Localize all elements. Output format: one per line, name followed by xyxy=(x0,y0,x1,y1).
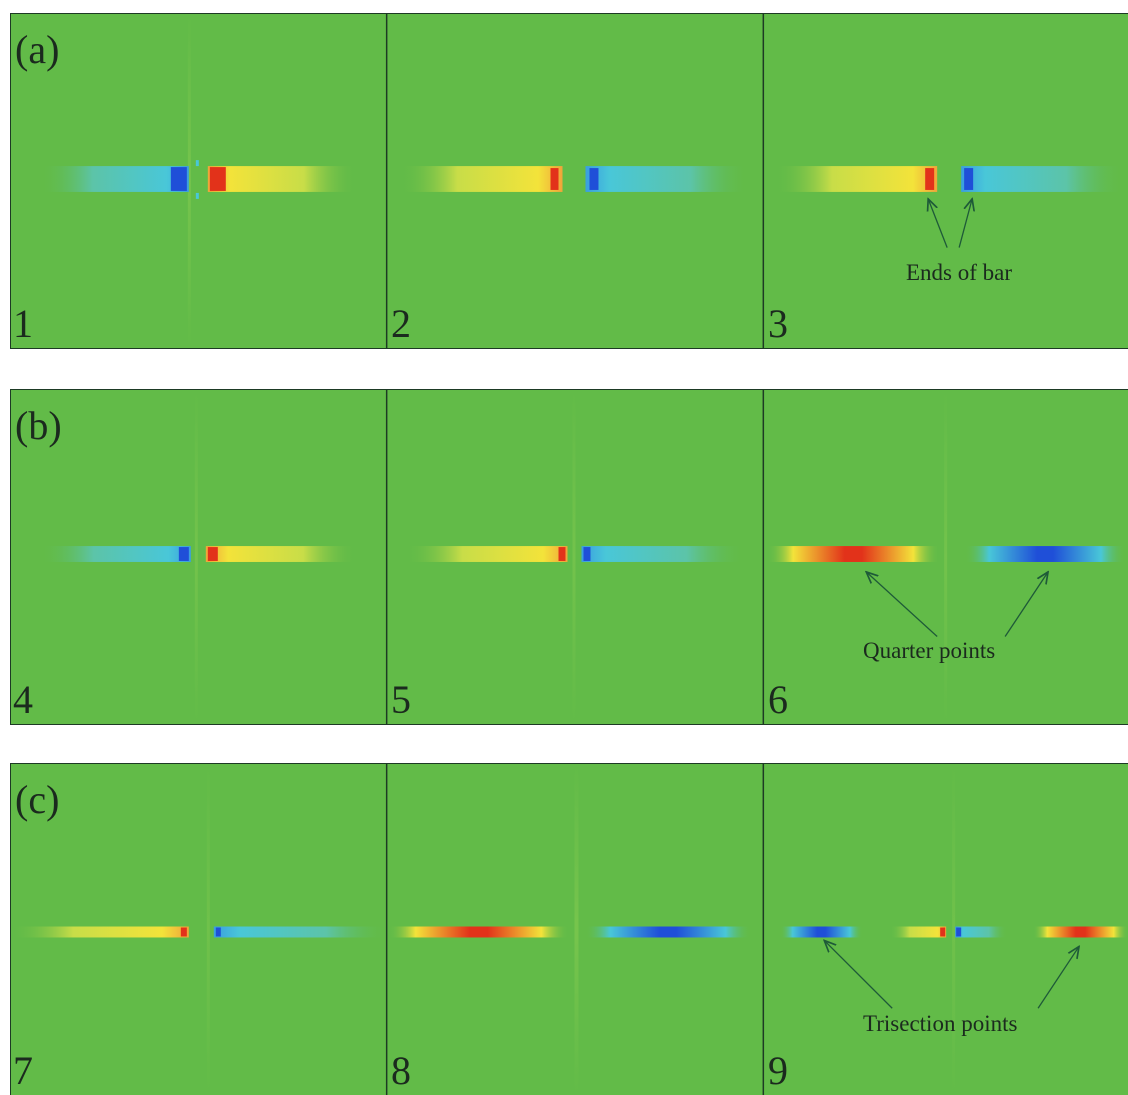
panel-row-c: (c) 7 8 9 Trisection points xyxy=(10,763,1128,1095)
row-label-c: (c) xyxy=(15,777,60,822)
field-plot-row-b xyxy=(11,390,1128,724)
row-label-b: (b) xyxy=(15,403,62,448)
panel-row-b: (b) 4 5 6 Quarter points xyxy=(10,389,1128,725)
panel-number-3: 3 xyxy=(768,301,788,346)
panel-number-7: 7 xyxy=(13,1048,33,1093)
panel-number-2: 2 xyxy=(391,301,411,346)
panel-number-1: 1 xyxy=(13,301,33,346)
panel-number-9: 9 xyxy=(768,1048,788,1093)
panel-number-4: 4 xyxy=(13,677,33,722)
field-plot-row-c xyxy=(11,764,1128,1095)
annotation-quarter-points: Quarter points xyxy=(863,638,996,663)
annotation-ends-of-bar: Ends of bar xyxy=(906,260,1013,285)
panel-number-5: 5 xyxy=(391,677,411,722)
panel-number-6: 6 xyxy=(768,677,788,722)
panel-number-8: 8 xyxy=(391,1048,411,1093)
panel-row-a: (a) 1 2 3 Ends of bar xyxy=(10,13,1128,349)
field-plot-row-a xyxy=(11,14,1128,348)
annotation-trisection-points: Trisection points xyxy=(863,1011,1018,1036)
row-label-a: (a) xyxy=(15,27,60,72)
